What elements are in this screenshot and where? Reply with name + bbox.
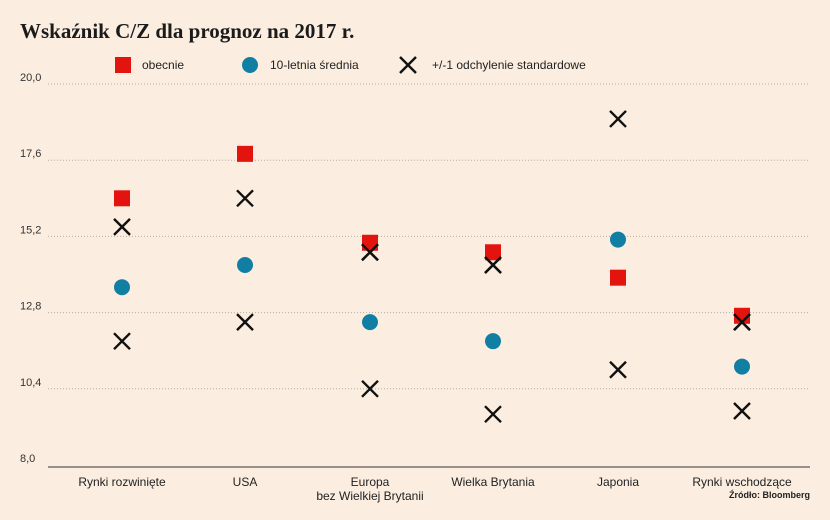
y-tick-label: 15,2 <box>20 224 41 236</box>
legend-label: obecnie <box>142 58 184 72</box>
x-category-label: Rynki rozwinięte <box>78 475 166 489</box>
source-note: Źródło: Bloomberg <box>729 490 810 500</box>
x-category-label: USA <box>233 475 258 489</box>
y-axis: 20,0 17,6 15,2 12,8 10,4 8,0 <box>20 72 41 465</box>
ten-year-average-point <box>237 256 253 273</box>
x-category-label: Europa <box>351 475 390 489</box>
std-dev-high-point <box>609 110 627 128</box>
ten-year-average-point <box>362 314 378 331</box>
x-category-label: Japonia <box>597 475 639 489</box>
current-point <box>610 269 626 286</box>
x-category-label: bez Wielkiej Brytanii <box>316 489 423 503</box>
legend-label: +/-1 odchylenie standardowe <box>432 58 586 72</box>
current-point <box>485 244 501 261</box>
current-point <box>237 145 253 162</box>
x-category-label: Wielka Brytania <box>451 475 535 489</box>
std-dev-high-point-overlay <box>484 256 502 274</box>
current-point <box>114 190 130 207</box>
legend-label: 10-letnia średnia <box>270 58 359 72</box>
std-dev-high-point-overlay <box>361 243 379 262</box>
std-dev-low-point <box>236 313 254 331</box>
std-dev-low-point <box>113 332 131 351</box>
legend-marker <box>399 56 417 74</box>
std-dev-low-point <box>361 379 379 398</box>
legend-marker <box>242 57 258 73</box>
grid <box>48 83 810 390</box>
chart-title: Wskaźnik C/Z dla prognoz na 2017 r. <box>20 19 354 43</box>
y-tick-label: 20,0 <box>20 72 41 84</box>
x-category-label: Rynki wschodzące <box>692 475 792 489</box>
y-tick-label: 17,6 <box>20 148 41 160</box>
y-tick-label: 8,0 <box>20 453 35 465</box>
legend-marker <box>115 57 131 73</box>
ten-year-average-point <box>114 279 130 296</box>
ten-year-average-point <box>610 231 626 248</box>
std-dev-low-point <box>609 360 627 379</box>
ten-year-average-point <box>734 358 750 375</box>
ten-year-average-point <box>485 333 501 350</box>
legend: obecnie 10-letnia średnia +/-1 odchylenie … <box>115 56 586 74</box>
std-dev-low-point <box>733 402 751 420</box>
y-tick-label: 12,8 <box>20 301 41 313</box>
plot-area <box>113 110 751 424</box>
std-dev-high-point <box>113 218 131 236</box>
std-dev-low-point <box>484 405 502 424</box>
std-dev-high-point-overlay <box>733 313 751 331</box>
y-tick-label: 10,4 <box>20 377 41 389</box>
std-dev-high-point <box>236 189 254 208</box>
